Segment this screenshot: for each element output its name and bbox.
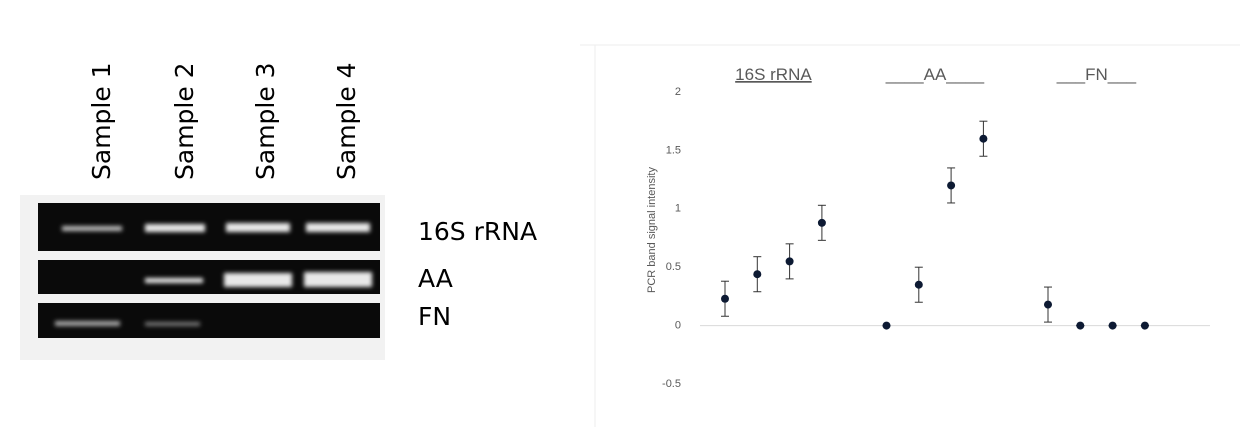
point — [721, 295, 729, 303]
gel: Sample 1 Sample 2 Sample 3 Sample 4 16S … — [20, 62, 537, 360]
sample-label: Sample 1 — [87, 62, 116, 180]
figure: Sample 1 Sample 2 Sample 3 Sample 4 16S … — [0, 0, 1249, 427]
y-tick-label: 0 — [675, 320, 681, 332]
band — [145, 224, 205, 232]
y-axis-title: PCR band signal intensity — [646, 167, 658, 293]
point — [1044, 301, 1052, 309]
point — [786, 257, 794, 265]
point — [947, 181, 955, 189]
point — [818, 219, 826, 227]
point — [915, 281, 923, 289]
band — [62, 226, 122, 231]
sample-label: Sample 4 — [332, 62, 361, 180]
y-tick-label: 1.5 — [666, 144, 681, 156]
band — [224, 273, 292, 287]
band — [145, 278, 203, 283]
y-tick-label: -0.5 — [662, 378, 681, 390]
band — [145, 322, 200, 326]
y-tick-label: 1 — [675, 203, 681, 215]
row-label: AA — [418, 264, 453, 293]
point — [979, 135, 987, 143]
gel-row — [38, 303, 380, 338]
y-tick-label: 0.5 — [666, 261, 681, 273]
row-label: FN — [418, 302, 451, 331]
group-label: ____AA____ — [885, 65, 985, 84]
point — [1109, 322, 1117, 330]
point — [883, 322, 891, 330]
point — [753, 270, 761, 278]
band — [226, 223, 290, 232]
y-tick-label: 2 — [675, 86, 681, 98]
group-label: 16S rRNA — [735, 65, 812, 84]
row-label: 16S rRNA — [418, 217, 537, 246]
group-label: ___FN___ — [1056, 65, 1137, 84]
band — [306, 223, 370, 232]
sample-label: Sample 2 — [170, 62, 199, 180]
point — [1076, 322, 1084, 330]
band — [55, 321, 120, 326]
band — [304, 272, 372, 287]
point — [1141, 322, 1149, 330]
sample-label: Sample 3 — [251, 62, 280, 180]
chart: PCR band signal intensity 2 1.5 1 0.5 0 -0.5 1… — [646, 65, 1210, 390]
